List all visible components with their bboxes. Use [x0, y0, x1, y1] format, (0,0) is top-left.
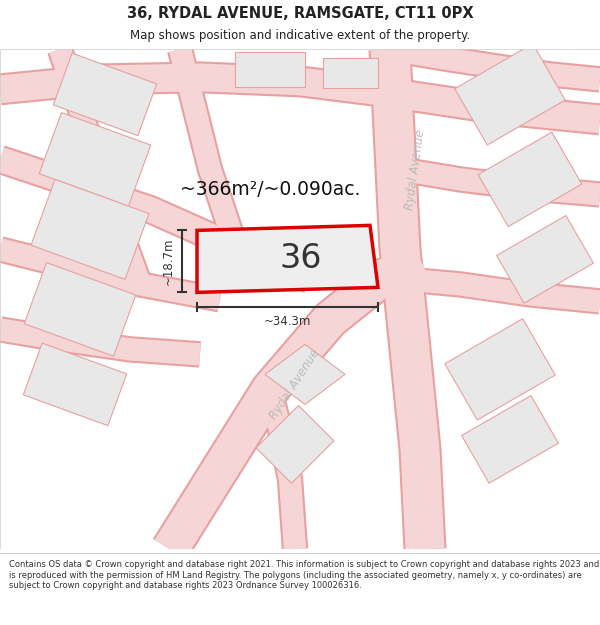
Polygon shape	[197, 226, 378, 292]
Bar	[455, 44, 565, 145]
Bar	[39, 112, 151, 206]
Bar	[461, 396, 559, 483]
Bar	[24, 262, 136, 356]
Bar	[478, 132, 582, 227]
Text: 36: 36	[279, 242, 322, 276]
Text: Map shows position and indicative extent of the property.: Map shows position and indicative extent…	[130, 29, 470, 42]
Text: Rydal Avenue: Rydal Avenue	[403, 128, 427, 211]
Bar	[53, 53, 157, 136]
Bar	[256, 406, 334, 483]
Bar	[23, 343, 127, 426]
Bar	[497, 216, 593, 303]
Bar	[323, 58, 377, 88]
Text: ~34.3m: ~34.3m	[264, 316, 311, 328]
Text: Contains OS data © Crown copyright and database right 2021. This information is : Contains OS data © Crown copyright and d…	[9, 560, 599, 590]
Text: ~366m²/~0.090ac.: ~366m²/~0.090ac.	[180, 180, 360, 199]
Bar	[445, 319, 555, 420]
Polygon shape	[265, 344, 345, 404]
Text: ~18.7m: ~18.7m	[162, 238, 175, 285]
Text: Rydal Avenue: Rydal Avenue	[268, 347, 323, 422]
Bar	[31, 179, 149, 279]
Text: 36, RYDAL AVENUE, RAMSGATE, CT11 0PX: 36, RYDAL AVENUE, RAMSGATE, CT11 0PX	[127, 6, 473, 21]
Bar	[235, 52, 305, 87]
